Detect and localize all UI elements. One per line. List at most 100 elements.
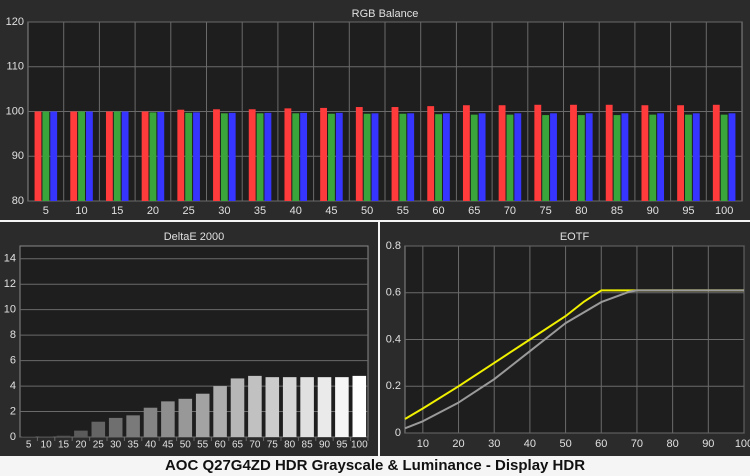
- deltae-bar: [248, 375, 262, 437]
- eotf-xtick-label: 30: [488, 438, 500, 450]
- rgb-xtick-label: 35: [254, 205, 266, 217]
- rgb-bar-blue: [692, 113, 700, 201]
- eotf-ytick-label: 0.6: [386, 287, 401, 299]
- deltae-bar: [143, 407, 158, 437]
- deltae-xtick-label: 55: [197, 440, 209, 451]
- eotf-xtick-label: 20: [452, 438, 464, 450]
- deltae-bar: [335, 377, 349, 437]
- rgb-bar-green: [328, 113, 335, 201]
- deltae-xtick-label: 60: [215, 440, 227, 451]
- rgb-ytick-label: 100: [6, 105, 24, 117]
- rgb-xtick-label: 85: [611, 205, 623, 217]
- deltae-xtick-label: 70: [249, 440, 261, 451]
- deltae-bar: [213, 386, 227, 437]
- rgb-bar-red: [248, 109, 256, 201]
- rgb-bar-green: [363, 113, 371, 201]
- deltae-xtick-label: 50: [180, 440, 192, 451]
- deltae-xtick-label: 35: [128, 440, 140, 451]
- rgb-bar-blue: [371, 113, 379, 201]
- deltae-bar: [56, 435, 71, 437]
- rgb-xtick-label: 65: [468, 205, 480, 217]
- deltae-xtick-label: 25: [93, 440, 105, 451]
- eotf-chart-title: EOTF: [560, 231, 590, 243]
- rgb-bar-green: [78, 111, 85, 201]
- rgb-bar-green: [185, 112, 193, 201]
- eotf-xtick-label: 60: [595, 438, 607, 450]
- rgb-bar-red: [284, 108, 292, 201]
- rgb-xtick-label: 20: [147, 205, 159, 217]
- rgb-bar-red: [570, 104, 577, 201]
- eotf-xtick-label: 70: [631, 438, 643, 450]
- rgb-bar-red: [498, 105, 506, 201]
- rgb-bar-red: [34, 111, 42, 201]
- rgb-xtick-label: 100: [715, 205, 733, 217]
- deltae-bar: [108, 417, 123, 437]
- rgb-bar-blue: [585, 113, 593, 201]
- deltae-xtick-label: 30: [110, 440, 122, 451]
- rgb-bar-red: [355, 107, 363, 201]
- eotf-xtick-label: 80: [667, 438, 679, 450]
- deltae-ytick-label: 8: [10, 329, 16, 341]
- deltae-bar: [74, 430, 88, 437]
- deltae-bar: [352, 375, 367, 437]
- eotf-ytick-label: 0: [395, 427, 401, 439]
- rgb-bar-green: [470, 114, 478, 201]
- rgb-bar-red: [641, 105, 649, 201]
- deltae-ytick-label: 14: [4, 253, 16, 265]
- rgb-bar-blue: [728, 113, 736, 201]
- rgb-bar-green: [435, 114, 442, 201]
- rgb-bar-green: [685, 114, 692, 201]
- rgb-bar-blue: [550, 113, 557, 201]
- rgb-bar-green: [542, 115, 550, 201]
- rgb-bar-red: [391, 107, 399, 201]
- deltae-bar: [39, 436, 53, 437]
- rgb-bar-red: [605, 104, 613, 201]
- rgb-bar-blue: [335, 112, 343, 201]
- deltae-xtick-label: 80: [284, 440, 296, 451]
- deltae-bar: [265, 377, 280, 437]
- rgb-xtick-label: 60: [432, 205, 444, 217]
- rgb-bar-green: [613, 115, 621, 201]
- deltae-xtick-label: 85: [302, 440, 314, 451]
- rgb-xtick-label: 70: [504, 205, 516, 217]
- deltae-bar: [300, 377, 314, 437]
- rgb-xtick-label: 75: [540, 205, 552, 217]
- deltae-ytick-label: 0: [10, 431, 16, 443]
- rgb-ytick-label: 110: [6, 61, 24, 73]
- rgb-bar-blue: [442, 113, 450, 201]
- rgb-bar-blue: [264, 112, 272, 201]
- rgb-xtick-label: 15: [111, 205, 123, 217]
- rgb-bar-green: [506, 114, 514, 201]
- rgb-bar-green: [149, 112, 157, 201]
- deltae-bar: [317, 377, 332, 437]
- deltae-xtick-label: 5: [26, 440, 32, 451]
- eotf-xtick-label: 40: [524, 438, 536, 450]
- eotf-ytick-label: 0.2: [386, 380, 401, 392]
- deltae-bar: [195, 393, 210, 437]
- rgb-xtick-label: 10: [75, 205, 87, 217]
- rgb-bar-green: [577, 115, 585, 201]
- rgb-bar-blue: [157, 111, 165, 201]
- deltae-ytick-label: 12: [4, 278, 16, 290]
- rgb-bar-green: [720, 114, 728, 201]
- rgb-bar-blue: [657, 113, 665, 201]
- rgb-bar-red: [427, 106, 435, 201]
- rgb-bar-green: [220, 113, 228, 201]
- rgb-bar-green: [113, 111, 121, 201]
- rgb-bar-green: [42, 111, 50, 201]
- deltae-plot-area: [19, 245, 369, 438]
- rgb-bar-blue: [621, 113, 629, 201]
- deltae-bar: [21, 436, 36, 437]
- rgb-xtick-label: 95: [682, 205, 694, 217]
- rgb-bar-red: [141, 111, 149, 201]
- deltae-xtick-label: 40: [145, 440, 157, 451]
- rgb-xtick-label: 30: [218, 205, 230, 217]
- rgb-xtick-label: 50: [361, 205, 373, 217]
- deltae-xtick-label: 95: [336, 440, 348, 451]
- rgb-ytick-label: 120: [6, 16, 24, 28]
- rgb-bar-red: [70, 111, 78, 201]
- rgb-bar-red: [712, 104, 720, 201]
- deltae-bar: [178, 398, 193, 437]
